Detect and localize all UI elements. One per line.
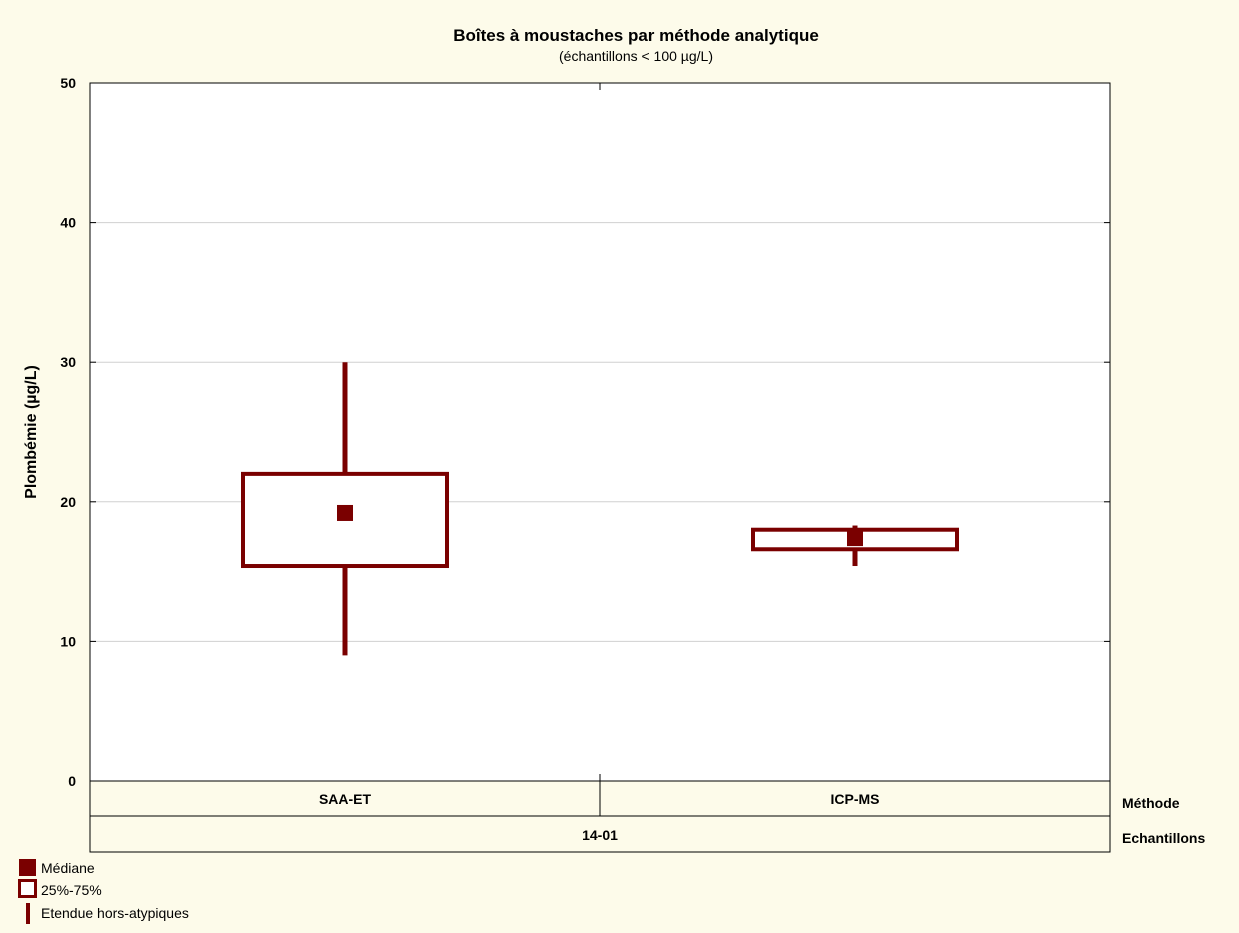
- y-tick-label-30: 30: [60, 354, 76, 370]
- category-row-title: Méthode: [1122, 795, 1180, 811]
- group-row-label: 14-01: [582, 827, 618, 843]
- category-label-icp-ms: ICP-MS: [831, 791, 880, 807]
- y-axis-label: Plombémie (µg/L): [23, 365, 40, 499]
- plot-area: [90, 83, 1110, 781]
- y-tick-label-0: 0: [68, 773, 76, 789]
- y-tick-label-40: 40: [60, 215, 76, 231]
- y-tick-label-10: 10: [60, 633, 76, 649]
- legend: Médiane 25%-75% Etendue hors-atypiques: [18, 859, 189, 924]
- legend-median-marker: [19, 859, 36, 876]
- median-marker-saa-et: [337, 504, 353, 521]
- legend-box-marker: [18, 879, 37, 898]
- y-tick-label-20: 20: [60, 494, 76, 510]
- legend-box-label: 25%-75%: [41, 882, 102, 898]
- category-label-saa-et: SAA-ET: [319, 791, 372, 807]
- group-row: [89, 815, 1111, 853]
- legend-median-label: Médiane: [41, 860, 95, 876]
- median-marker-icp-ms: [847, 530, 863, 547]
- chart-title: Boîtes à moustaches par méthode analytiq…: [453, 26, 819, 45]
- chart-subtitle: (échantillons < 100 µg/L): [559, 48, 713, 64]
- y-tick-label-50: 50: [60, 75, 76, 91]
- boxes: [241, 362, 959, 656]
- legend-whisker-label: Etendue hors-atypiques: [41, 905, 189, 921]
- group-row-title: Echantillons: [1122, 830, 1205, 846]
